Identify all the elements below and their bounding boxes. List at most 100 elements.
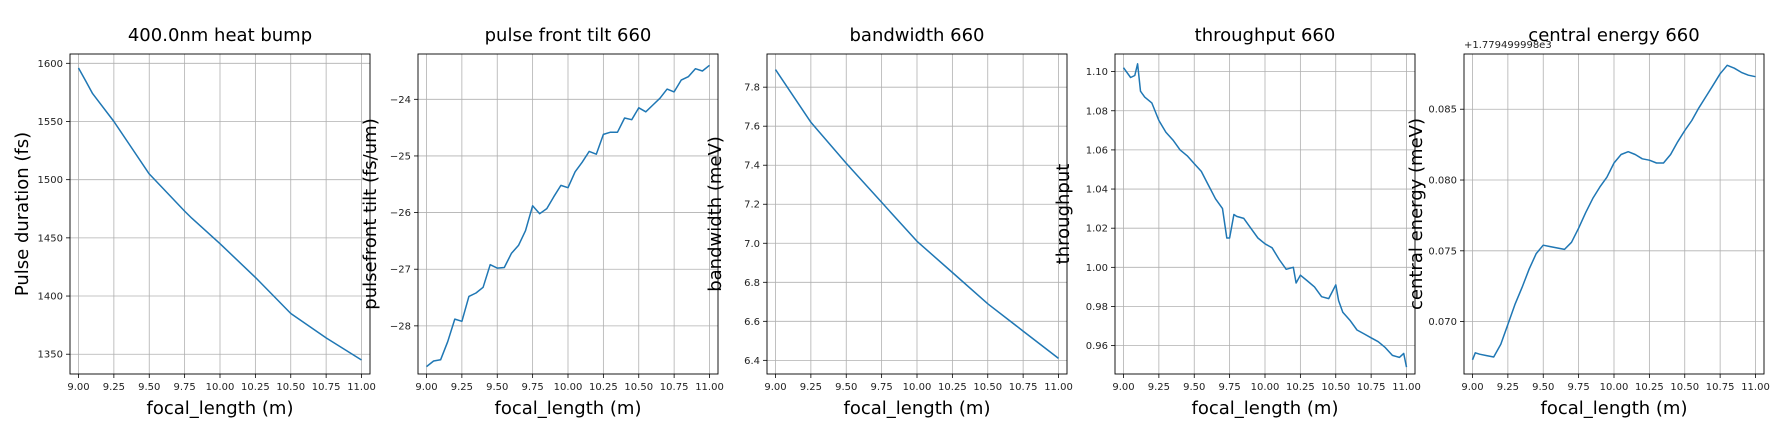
x-tick-label: 10.25 [1286,382,1315,393]
y-tick-label: 1500 [38,175,63,186]
x-tick-label: 10.25 [938,382,967,393]
plot-frame [1114,53,1416,375]
y-tick-label: 1350 [38,350,63,361]
y-tick-label: −28 [390,321,411,332]
y-tick-label: 1.06 [1086,145,1108,156]
y-tick-label: 6.4 [744,356,760,367]
x-tick-label: 9.50 [1183,382,1205,393]
y-tick-label: 1.08 [1086,106,1108,117]
y-tick-label: 7.2 [744,200,760,211]
x-tick-label: 9.00 [1112,382,1134,393]
data-series-line [1471,64,1756,361]
x-tick-label: 9.75 [870,382,892,393]
y-tick-label: 1600 [38,59,63,70]
chart-title: 400.0nm heat bump [128,25,312,46]
x-tick-label: 10.75 [660,382,689,393]
x-tick-label: 11.00 [695,382,724,393]
x-tick-label: 9.00 [67,382,89,393]
y-tick-label: 6.8 [744,278,760,289]
chart-title: pulse front tilt 660 [485,25,652,46]
chart-panel-5: 9.00 9.25 9.50 9.75 10.00 10.25 10.50 10.75 11.0… [1406,25,1770,419]
chart-title: central energy 660 [1528,25,1699,46]
x-tick-label: 10.00 [554,382,583,393]
y-tick-label: 1400 [38,292,63,303]
plot-frame [69,53,371,375]
y-tick-label: 1.02 [1086,224,1108,235]
chart-panel-1: 9.00 9.25 9.50 9.75 10.00 10.25 10.50 10.75 11.0… [12,25,376,419]
chart-title: throughput 660 [1195,25,1336,46]
x-tick-label: 10.75 [1706,382,1735,393]
y-tick-label: −24 [390,95,411,106]
x-tick-label: 10.75 [1357,382,1386,393]
y-tick-label: 6.6 [744,317,760,328]
y-tick-label: 0.070 [1428,317,1457,328]
x-axis-label: focal_length (m) [147,398,294,419]
y-tick-label: 0.98 [1086,302,1108,313]
x-tick-label: 9.50 [1532,382,1554,393]
y-tick-label: 0.96 [1086,341,1108,352]
y-axis-label: Pulse duration (fs) [12,132,33,296]
x-tick-label: 10.25 [589,382,618,393]
x-tick-label: 9.75 [173,382,195,393]
y-tick-label: 7.4 [744,161,760,172]
y-tick-label: 0.080 [1428,176,1457,187]
y-offset-text: +1.779499998e3 [1464,40,1552,51]
x-tick-label: 10.50 [1321,382,1350,393]
y-axis-label: throughput [1053,164,1074,265]
x-tick-label: 10.50 [276,382,305,393]
x-tick-label: 10.25 [241,382,270,393]
x-tick-label: 11.00 [347,382,376,393]
data-series-line [77,67,362,361]
data-series-line [426,64,710,368]
y-tick-label: 0.075 [1428,246,1457,257]
y-tick-label: 1.10 [1086,67,1108,78]
x-tick-label: 10.75 [1009,382,1038,393]
chart-title: bandwidth 660 [850,25,985,46]
x-tick-label: 9.25 [1497,382,1519,393]
x-tick-label: 11.00 [1044,382,1073,393]
x-tick-label: 9.25 [103,382,125,393]
x-tick-label: 9.00 [415,382,437,393]
x-tick-label: 9.00 [1461,382,1483,393]
y-tick-label: −25 [390,151,411,162]
x-tick-label: 9.50 [138,382,160,393]
data-series-line [774,69,1059,359]
x-tick-label: 9.75 [1567,382,1589,393]
chart-panel-4: 9.00 9.25 9.50 9.75 10.00 10.25 10.50 10.75 11.0… [1053,25,1421,419]
y-tick-label: 1450 [38,233,63,244]
x-tick-label: 9.75 [521,382,543,393]
x-axis-label: focal_length (m) [844,398,991,419]
x-tick-label: 9.75 [1218,382,1240,393]
x-tick-label: 10.75 [312,382,341,393]
x-tick-label: 10.00 [1600,382,1629,393]
plot-frame [766,53,1068,375]
x-tick-label: 9.00 [764,382,786,393]
y-tick-label: −26 [390,208,411,219]
plot-frame [417,53,719,375]
x-axis-label: focal_length (m) [1541,398,1688,419]
x-tick-label: 10.00 [206,382,235,393]
y-tick-label: 0.085 [1428,105,1457,116]
x-tick-label: 11.00 [1392,382,1421,393]
y-axis-label: bandwidth (meV) [705,136,726,292]
y-tick-label: 7.8 [744,83,760,94]
x-axis-label: focal_length (m) [495,398,642,419]
x-tick-label: 10.50 [1670,382,1699,393]
x-tick-label: 10.50 [624,382,653,393]
y-tick-label: 1.00 [1086,263,1108,274]
x-tick-label: 9.50 [835,382,857,393]
y-axis-label: central energy (meV) [1406,118,1427,310]
x-tick-label: 11.00 [1741,382,1770,393]
x-tick-label: 10.00 [1251,382,1280,393]
x-tick-label: 10.25 [1635,382,1664,393]
chart-panel-2: 9.00 9.25 9.50 9.75 10.00 10.25 10.50 10.75 11.0… [360,25,724,419]
data-series-line [1122,63,1408,368]
y-tick-label: 7.6 [744,122,760,133]
x-tick-label: 9.25 [451,382,473,393]
y-tick-label: 1.04 [1086,185,1108,196]
y-tick-label: −27 [390,265,411,276]
chart-panel-3: 9.00 9.25 9.50 9.75 10.00 10.25 10.50 10.75 11.0… [705,25,1073,419]
x-tick-label: 9.25 [1148,382,1170,393]
x-tick-label: 10.00 [903,382,932,393]
